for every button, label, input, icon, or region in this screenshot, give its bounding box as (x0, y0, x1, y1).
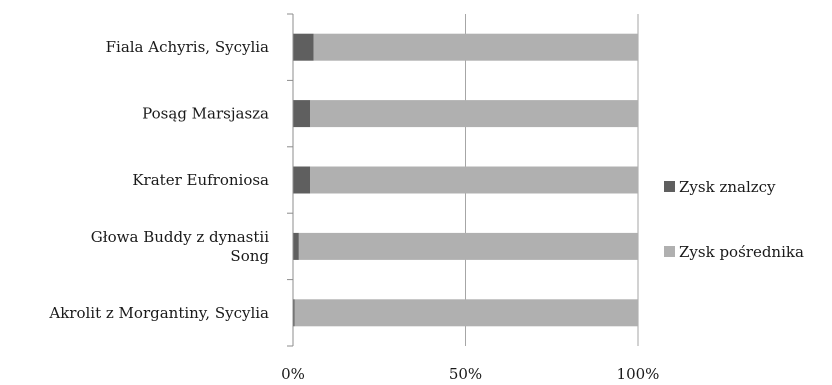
x-tick-label: 0% (281, 365, 305, 383)
x-tick-labels: 0% 50% 100% (281, 365, 659, 383)
legend: Zysk znalzcy Zysk pośrednika (664, 178, 804, 261)
legend-label: Zysk znalzcy (679, 178, 776, 196)
category-label: Posąg Marsjasza (142, 105, 269, 123)
axes (287, 13, 294, 347)
category-label: Akrolit z Morgantiny, Sycylia (48, 304, 269, 322)
bar-segment-finder (293, 232, 299, 260)
legend-swatch (664, 246, 675, 257)
bar-segment-intermediary (298, 232, 638, 260)
bars (293, 33, 638, 327)
legend-swatch (664, 181, 675, 192)
bar-segment-finder (293, 33, 314, 61)
bar-segment-intermediary (310, 166, 638, 194)
category-label: Fiala Achyris, Sycylia (106, 38, 269, 56)
bar-segment-finder (293, 166, 311, 194)
category-label: Głowa Buddy z dynastii Song (91, 228, 270, 265)
category-label: Krater Eufroniosa (132, 171, 269, 189)
legend-label: Zysk pośrednika (679, 243, 804, 261)
category-labels: Fiala Achyris, Sycylia Posąg Marsjasza Kra… (48, 38, 269, 322)
bar-segment-intermediary (310, 100, 638, 128)
x-tick-label: 50% (449, 365, 482, 383)
bar-segment-intermediary (294, 299, 638, 327)
x-tick-label: 100% (617, 365, 660, 383)
bar-segment-finder (293, 100, 311, 128)
bar-segment-intermediary (313, 33, 638, 61)
bar-segment-finder (293, 299, 295, 327)
